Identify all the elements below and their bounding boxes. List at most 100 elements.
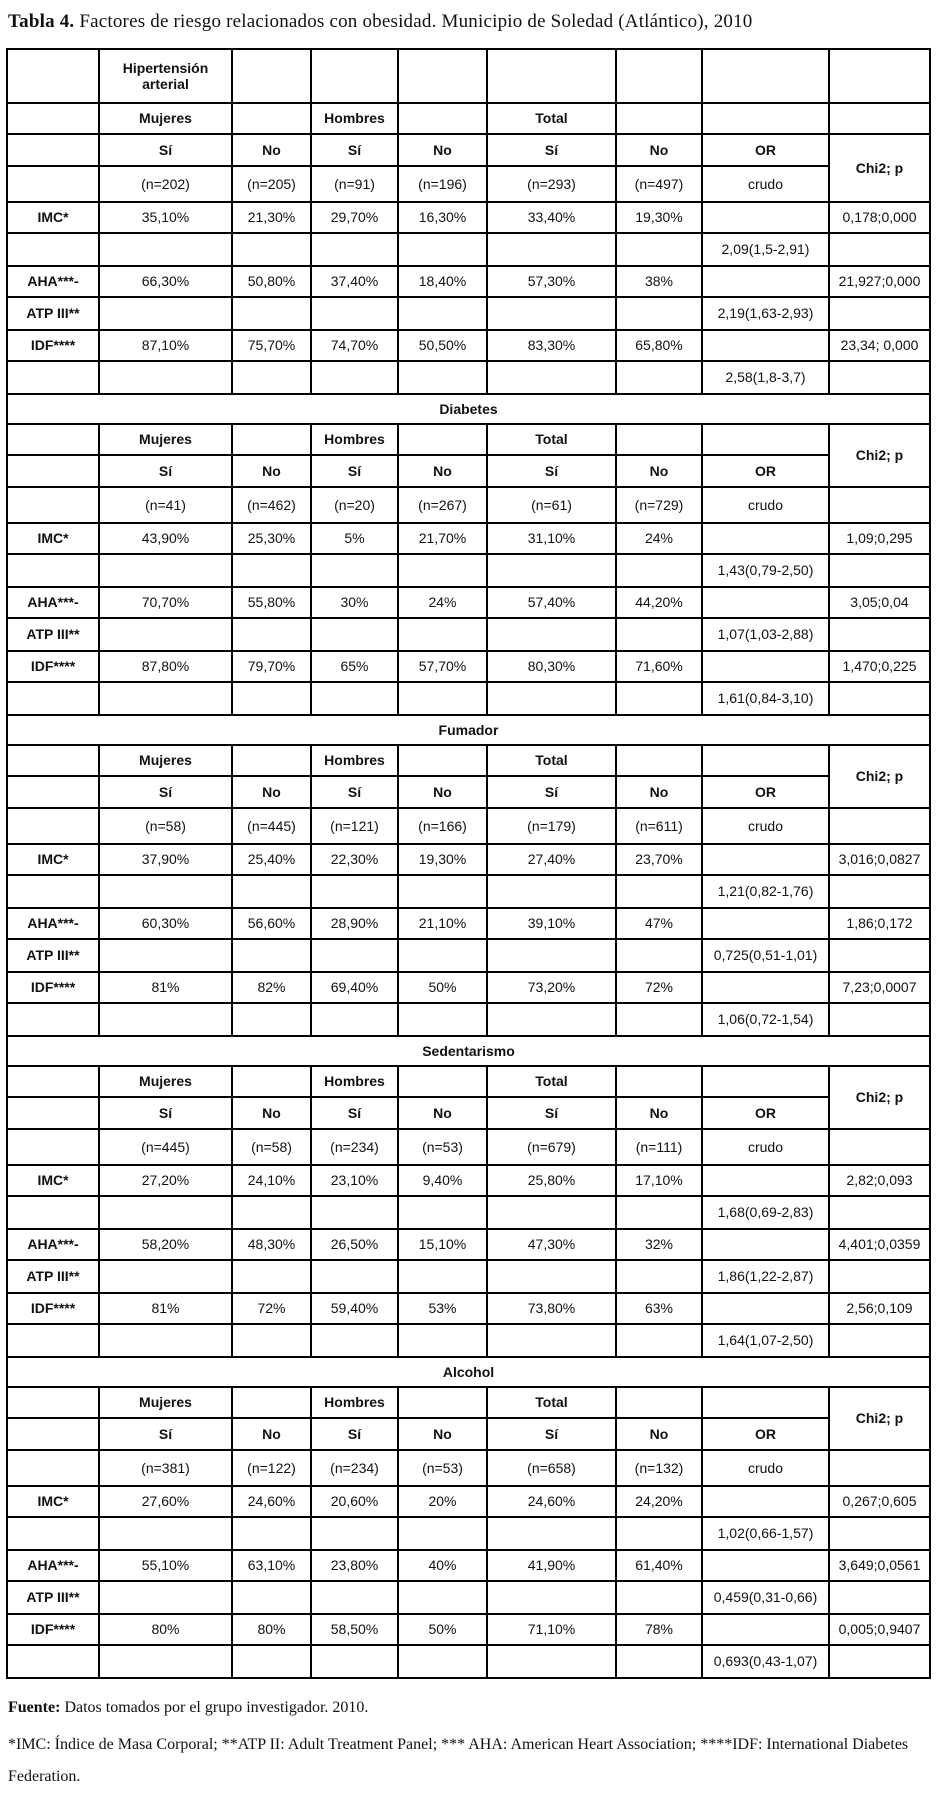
percent-cell bbox=[397, 1515, 488, 1551]
empty-cell bbox=[231, 422, 312, 456]
or-value-cell: 1,61(0,84-3,10) bbox=[701, 680, 830, 716]
percent-cell bbox=[486, 1322, 617, 1358]
row-label-cell bbox=[6, 1515, 100, 1551]
percent-cell: 80% bbox=[231, 1612, 312, 1646]
chi2-value-cell: 7,23;0,0007 bbox=[828, 970, 931, 1004]
percent-cell bbox=[397, 295, 488, 331]
table-row: Alcohol bbox=[6, 1355, 931, 1388]
percent-cell: 24,60% bbox=[486, 1484, 617, 1518]
no-header-cell: No bbox=[615, 1095, 703, 1130]
no-header-cell: No bbox=[397, 1416, 488, 1451]
percent-cell: 50% bbox=[397, 1612, 488, 1646]
row-label-cell bbox=[6, 873, 100, 909]
percent-cell: 65% bbox=[310, 649, 399, 683]
row-label-cell bbox=[6, 231, 100, 267]
or-value-cell: 2,58(1,8-3,7) bbox=[701, 359, 830, 395]
percent-cell bbox=[397, 359, 488, 395]
or-value-cell bbox=[701, 1548, 830, 1582]
empty-cell bbox=[6, 47, 100, 104]
chi2-value-cell bbox=[828, 231, 931, 267]
empty-cell bbox=[231, 1385, 312, 1419]
percent-cell bbox=[231, 680, 312, 716]
si-header-cell: Sí bbox=[486, 1416, 617, 1451]
empty-cell bbox=[486, 47, 617, 104]
empty-cell bbox=[397, 1064, 488, 1098]
table-row: ATP III** 0,459(0,31-0,66) bbox=[6, 1579, 931, 1615]
empty-cell bbox=[701, 422, 830, 456]
percent-cell: 19,30% bbox=[397, 842, 488, 876]
hombres-header-cell: Hombres bbox=[310, 101, 399, 135]
percent-cell: 21,10% bbox=[397, 906, 488, 940]
table-row: IMC* 27,60% 24,60% 20,60% 20% 24,60% 24,20% 0,2… bbox=[6, 1484, 931, 1518]
percent-cell: 25,30% bbox=[231, 521, 312, 555]
chi2-header-cell: Chi2; p bbox=[828, 743, 931, 809]
percent-cell: 28,90% bbox=[310, 906, 399, 940]
table-caption-number: Tabla 4. bbox=[8, 11, 75, 32]
chi2-header-cell: Chi2; p bbox=[828, 1064, 931, 1130]
table-row: AHA***- 55,10% 63,10% 23,80% 40% 41,90% 61,40%… bbox=[6, 1548, 931, 1582]
table-row: (n=381) (n=122) (n=234) (n=53) (n=658) (n=132… bbox=[6, 1448, 931, 1487]
source-label: Fuente: bbox=[8, 1698, 61, 1716]
empty-cell bbox=[828, 1448, 931, 1487]
table-row: 1,02(0,66-1,57) bbox=[6, 1515, 931, 1551]
total-header-cell: Total bbox=[486, 743, 617, 777]
or-value-cell bbox=[701, 1163, 830, 1197]
percent-cell: 87,80% bbox=[98, 649, 233, 683]
table-footer: Fuente: Datos tomados por el grupo inves… bbox=[8, 1693, 942, 1793]
percent-cell: 27,40% bbox=[486, 842, 617, 876]
percent-cell bbox=[397, 1643, 488, 1679]
or-value-cell bbox=[701, 970, 830, 1004]
table-row: (n=58) (n=445) (n=121) (n=166) (n=179) (n=611… bbox=[6, 806, 931, 845]
or-value-cell: 1,64(1,07-2,50) bbox=[701, 1322, 830, 1358]
n-count-cell: (n=679) bbox=[486, 1127, 617, 1166]
crudo-header-cell: crudo bbox=[701, 485, 830, 524]
chi2-value-cell: 3,05;0,04 bbox=[828, 585, 931, 619]
percent-cell: 9,40% bbox=[397, 1163, 488, 1197]
or-value-cell: 1,02(0,66-1,57) bbox=[701, 1515, 830, 1551]
hombres-header-cell: Hombres bbox=[310, 1385, 399, 1419]
table-row: 1,06(0,72-1,54) bbox=[6, 1001, 931, 1037]
n-count-cell: (n=121) bbox=[310, 806, 399, 845]
chi2-value-cell: 0,178;0,000 bbox=[828, 200, 931, 234]
percent-cell: 22,30% bbox=[310, 842, 399, 876]
chi2-value-cell bbox=[828, 552, 931, 588]
percent-cell bbox=[310, 1322, 399, 1358]
percent-cell: 57,30% bbox=[486, 264, 617, 298]
chi2-header-cell: Chi2; p bbox=[828, 422, 931, 488]
percent-cell bbox=[397, 1579, 488, 1615]
percent-cell bbox=[397, 873, 488, 909]
si-header-cell: Sí bbox=[486, 453, 617, 488]
table-row: Sí No Sí No Sí No OR bbox=[6, 774, 930, 809]
n-count-cell: (n=132) bbox=[615, 1448, 703, 1487]
percent-cell: 39,10% bbox=[486, 906, 617, 940]
empty-cell bbox=[701, 1064, 830, 1098]
percent-cell: 74,70% bbox=[310, 328, 399, 362]
percent-cell: 56,60% bbox=[231, 906, 312, 940]
percent-cell bbox=[486, 1643, 617, 1679]
table-row: 1,68(0,69-2,83) bbox=[6, 1194, 931, 1230]
empty-cell bbox=[828, 101, 931, 135]
percent-cell: 50,80% bbox=[231, 264, 312, 298]
no-header-cell: No bbox=[397, 132, 488, 167]
percent-cell bbox=[310, 1194, 399, 1230]
chi2-header-cell: Chi2; p bbox=[828, 132, 931, 203]
percent-cell: 87,10% bbox=[98, 328, 233, 362]
n-count-cell: (n=61) bbox=[486, 485, 617, 524]
table-caption-text: Factores de riesgo relacionados con obes… bbox=[74, 11, 753, 32]
percent-cell bbox=[486, 552, 617, 588]
no-header-cell: No bbox=[615, 132, 703, 167]
si-header-cell: Sí bbox=[486, 132, 617, 167]
section-title-cell: Sedentarismo bbox=[6, 1034, 931, 1067]
empty-cell bbox=[6, 774, 100, 809]
percent-cell: 35,10% bbox=[98, 200, 233, 234]
table-row: 1,43(0,79-2,50) bbox=[6, 552, 931, 588]
source-text: Datos tomados por el grupo investigador.… bbox=[60, 1698, 369, 1716]
chi2-value-cell: 1,86;0,172 bbox=[828, 906, 931, 940]
percent-cell: 81% bbox=[98, 970, 233, 1004]
table-row: IMC* 43,90% 25,30% 5% 21,70% 31,10% 24% 1,09;0,… bbox=[6, 521, 931, 555]
table-row: 0,693(0,43-1,07) bbox=[6, 1643, 931, 1679]
percent-cell: 21,70% bbox=[397, 521, 488, 555]
table-row: Hipertensión arterial bbox=[6, 47, 931, 104]
si-header-cell: Sí bbox=[486, 774, 617, 809]
table-row: IMC* 35,10% 21,30% 29,70% 16,30% 33,40% 19,30%… bbox=[6, 200, 931, 234]
